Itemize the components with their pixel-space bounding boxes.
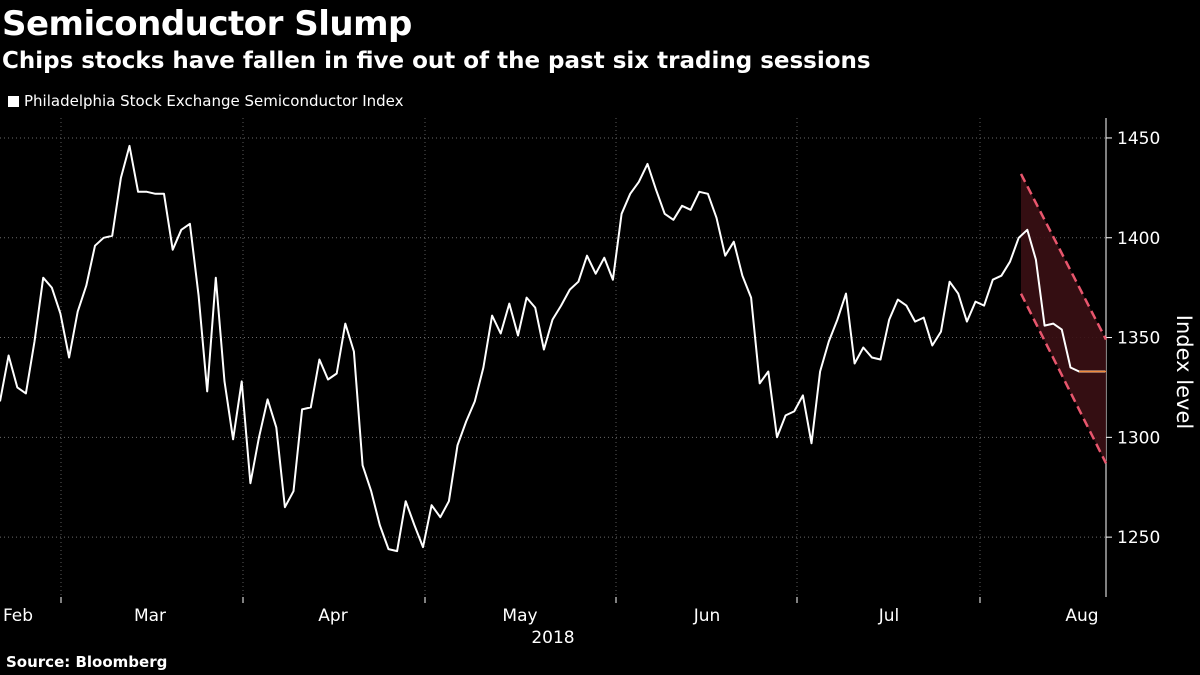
source-note: Source: Bloomberg: [6, 653, 168, 671]
x-tick-label: Mar: [134, 606, 166, 626]
series-line: [0, 144, 1105, 553]
chart-subtitle: Chips stocks have fallen in five out of …: [2, 48, 871, 74]
channel-lower-line: [1019, 293, 1108, 464]
legend: Philadelphia Stock Exchange Semiconducto…: [8, 91, 404, 111]
x-tick-label: Feb: [3, 606, 33, 626]
channel-upper-line: [1019, 173, 1108, 341]
x-axis-label: 2018: [531, 628, 574, 648]
channel-shading: [1021, 173, 1106, 464]
x-tick-label: Jun: [693, 606, 721, 626]
chart-title: Semiconductor Slump: [2, 4, 412, 44]
y-tick-label: 1450: [1117, 129, 1160, 149]
x-tick-label: Apr: [318, 606, 347, 626]
y-tick-label: 1300: [1117, 428, 1160, 448]
y-tick-label: 1400: [1117, 229, 1160, 249]
legend-swatch: [8, 95, 19, 107]
x-tick-label: Aug: [1065, 606, 1098, 626]
y-tick-label: 1350: [1117, 329, 1160, 349]
x-tick-label: May: [502, 606, 537, 626]
y-tick-label: 1250: [1117, 528, 1160, 548]
legend-label: Philadelphia Stock Exchange Semiconducto…: [24, 92, 404, 110]
y-axis-label: Index level: [1172, 315, 1196, 429]
x-tick-label: Jul: [878, 606, 900, 626]
